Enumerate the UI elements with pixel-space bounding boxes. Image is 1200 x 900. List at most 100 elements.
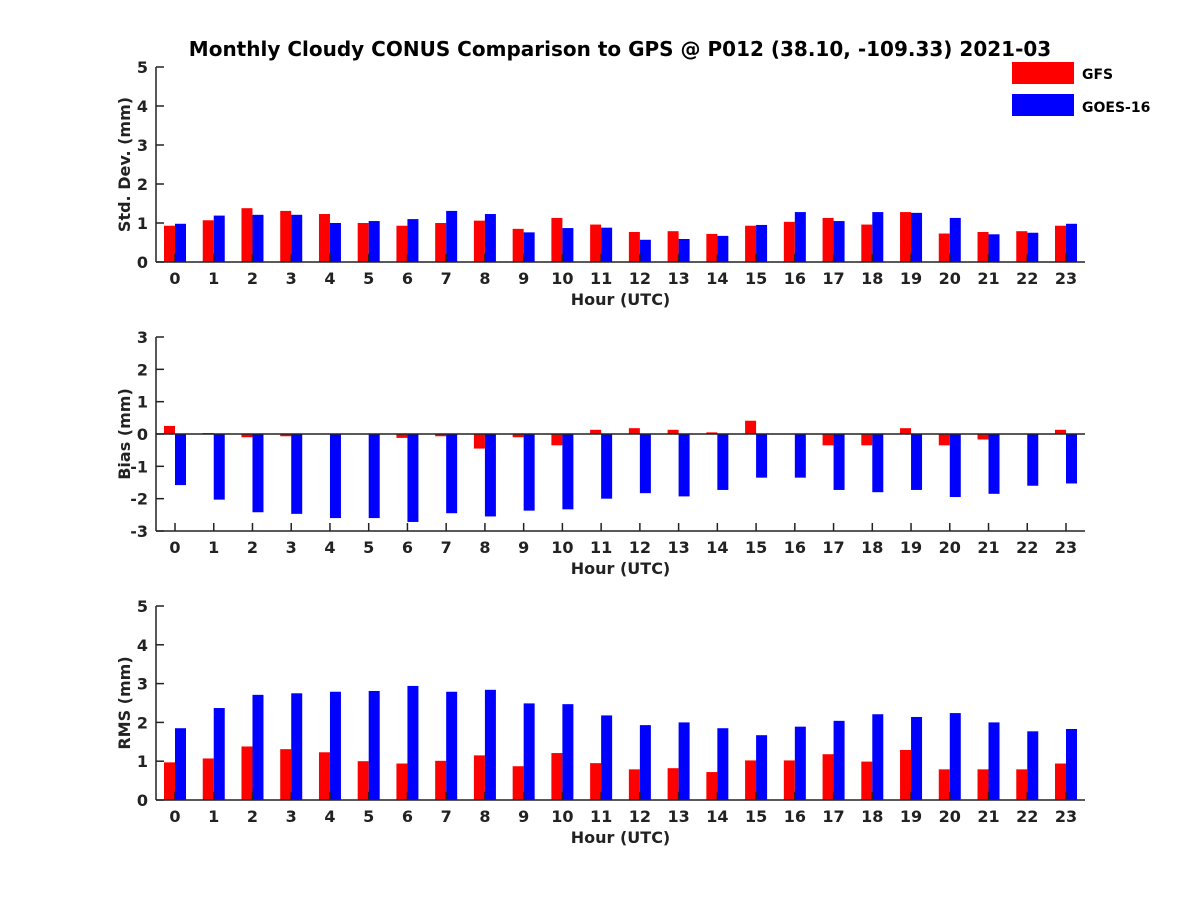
bar-gfs-hour-15	[745, 760, 757, 800]
bar-gfs-hour-20	[938, 769, 950, 800]
x-tick-label: 2	[247, 538, 258, 557]
bar-gfs-hour-13	[667, 231, 679, 262]
bar-goes16-hour-2	[252, 434, 264, 513]
y-tick-label: 2	[137, 360, 148, 379]
bar-gfs-hour-20	[938, 434, 950, 446]
bar-gfs-hour-0	[164, 225, 175, 262]
y-tick-label: 1	[137, 752, 148, 771]
x-tick-label: 14	[706, 807, 728, 826]
bar-goes16-hour-17	[833, 434, 845, 490]
bar-goes16-hour-3	[291, 434, 303, 514]
bar-goes16-hour-3	[291, 693, 303, 800]
bar-gfs-hour-22	[1016, 769, 1028, 800]
y-tick-label: 5	[137, 597, 148, 616]
bar-gfs-hour-18	[861, 761, 873, 800]
bar-goes16-hour-16	[794, 434, 806, 478]
x-tick-label: 21	[977, 269, 999, 288]
y-tick-label: 0	[137, 425, 148, 444]
x-tick-label: 21	[977, 538, 999, 557]
bar-goes16-hour-9	[523, 434, 535, 511]
bar-gfs-hour-12	[628, 769, 640, 800]
bar-gfs-hour-13	[667, 429, 679, 434]
x-tick-label: 6	[402, 807, 413, 826]
x-tick-label: 17	[822, 538, 844, 557]
x-tick-label: 23	[1055, 538, 1077, 557]
bar-gfs-hour-7	[435, 223, 447, 262]
bar-goes16-hour-22	[1027, 731, 1039, 800]
x-tick-label: 12	[629, 807, 651, 826]
y-tick-label: 0	[137, 253, 148, 272]
x-tick-label: 18	[861, 269, 883, 288]
x-tick-label: 5	[363, 269, 374, 288]
bar-gfs-hour-11	[590, 429, 602, 434]
x-tick-label: 10	[551, 807, 573, 826]
bar-gfs-hour-23	[1055, 763, 1066, 800]
bar-goes16-hour-19	[911, 716, 923, 800]
bar-gfs-hour-11	[590, 224, 602, 262]
bar-goes16-hour-2	[252, 214, 264, 262]
x-tick-label: 6	[402, 538, 413, 557]
x-tick-label: 11	[590, 807, 612, 826]
bar-goes16-hour-11	[601, 227, 613, 262]
bar-goes16-hour-12	[639, 725, 651, 800]
x-tick-label: 16	[784, 538, 806, 557]
x-tick-label: 15	[745, 807, 767, 826]
x-tick-label: 9	[518, 807, 529, 826]
x-tick-label: 10	[551, 269, 573, 288]
bar-goes16-hour-6	[407, 219, 419, 262]
y-tick-label: 2	[137, 713, 148, 732]
bar-gfs-hour-1	[202, 220, 214, 262]
x-tick-label: 16	[784, 807, 806, 826]
bar-gfs-hour-18	[861, 224, 873, 262]
x-tick-label: 15	[745, 269, 767, 288]
y-tick-label: 3	[137, 675, 148, 694]
bar-goes16-hour-23	[1066, 223, 1077, 262]
bar-gfs-hour-8	[473, 755, 485, 800]
x-tick-label: 23	[1055, 807, 1077, 826]
x-tick-label: 21	[977, 807, 999, 826]
x-tick-label: 4	[324, 538, 335, 557]
x-tick-label: 18	[861, 538, 883, 557]
bar-gfs-hour-3	[280, 210, 292, 262]
bar-goes16-hour-16	[794, 726, 806, 800]
bar-goes16-hour-6	[407, 685, 419, 800]
bar-goes16-hour-20	[949, 217, 961, 262]
bar-goes16-hour-8	[484, 689, 496, 800]
x-tick-label: 9	[518, 269, 529, 288]
bar-gfs-hour-12	[628, 231, 640, 262]
x-tick-label: 1	[208, 538, 219, 557]
bar-goes16-hour-0	[175, 223, 186, 262]
y-tick-label: 0	[137, 791, 148, 810]
bar-goes16-hour-15	[756, 735, 768, 800]
x-tick-label: 22	[1016, 269, 1038, 288]
bar-gfs-hour-12	[628, 428, 640, 434]
bar-goes16-hour-17	[833, 720, 845, 800]
bar-goes16-hour-18	[872, 434, 884, 493]
bar-gfs-hour-3	[280, 434, 292, 437]
x-tick-label: 7	[441, 538, 452, 557]
bar-gfs-hour-19	[900, 428, 912, 434]
bar-goes16-hour-11	[601, 434, 613, 499]
bar-gfs-hour-4	[318, 214, 330, 262]
bar-gfs-hour-13	[667, 768, 679, 800]
legend-swatch-gfs	[1012, 62, 1074, 84]
bar-gfs-hour-0	[164, 425, 175, 434]
bar-gfs-hour-2	[241, 208, 253, 262]
bar-gfs-hour-5	[357, 761, 369, 800]
bar-gfs-hour-7	[435, 434, 447, 437]
bar-goes16-hour-16	[794, 212, 806, 262]
x-tick-label: 11	[590, 538, 612, 557]
bar-goes16-hour-14	[717, 728, 729, 800]
bar-goes16-hour-5	[368, 690, 380, 800]
bar-gfs-hour-16	[783, 221, 795, 262]
bar-gfs-hour-9	[512, 228, 524, 262]
bar-goes16-hour-0	[175, 434, 186, 486]
x-tick-label: 3	[286, 807, 297, 826]
bar-goes16-hour-12	[639, 434, 651, 494]
x-tick-label: 18	[861, 807, 883, 826]
x-tick-label: 3	[286, 269, 297, 288]
x-tick-label: 12	[629, 538, 651, 557]
x-tick-label: 22	[1016, 807, 1038, 826]
bar-gfs-hour-8	[473, 434, 485, 449]
